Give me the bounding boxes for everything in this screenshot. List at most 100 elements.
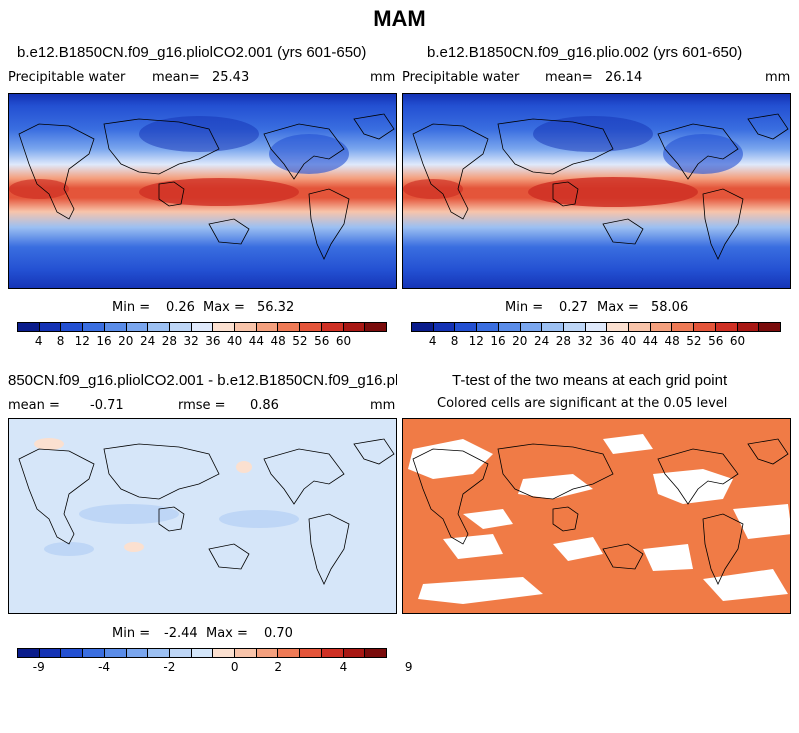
colorbar-tick-label: -2 <box>163 660 176 674</box>
colorbar-swatch <box>148 649 170 657</box>
colorbar-swatch <box>607 323 630 331</box>
colorbar-swatch <box>321 323 344 331</box>
panel2-map <box>402 93 791 289</box>
colorbar-swatch <box>191 649 214 657</box>
colorbar-tick-label: 44 <box>642 334 659 348</box>
colorbar-tick-label: 12 <box>468 334 484 348</box>
colorbar-tick-label: 36 <box>205 334 221 348</box>
colorbar-swatch <box>39 649 62 657</box>
colorbar-tick-label: -4 <box>98 660 111 674</box>
panel1-title: b.e12.B1850CN.f09_g16.pliolCO2.001 (yrs … <box>17 44 367 61</box>
colorbar-swatch <box>629 323 651 331</box>
colorbar-swatch <box>126 649 149 657</box>
colorbar-swatch <box>256 323 279 331</box>
colorbar-tick-label: 32 <box>183 334 199 348</box>
colorbar-swatch <box>737 323 760 331</box>
colorbar-tick-label: 40 <box>227 334 243 348</box>
colorbar-swatch <box>235 323 257 331</box>
colorbar-tick-label: 9 <box>404 660 413 674</box>
colorbar-swatch <box>61 323 84 331</box>
colorbar-tick-label: 60 <box>335 334 352 348</box>
colorbar-swatch <box>715 323 738 331</box>
colorbar-swatch <box>61 649 84 657</box>
panel2-min-label: Min = <box>505 300 544 315</box>
panel4-map <box>402 418 791 614</box>
panel4-subtitle: Colored cells are significant at the 0.0… <box>437 396 728 411</box>
colorbar-swatch <box>433 323 456 331</box>
colorbar-swatch <box>365 323 386 331</box>
colorbar-tick-label: 28 <box>161 334 177 348</box>
panel3-max-label: Max = <box>206 626 248 641</box>
panel1-colorbar <box>17 322 387 332</box>
panel2-mean-label: mean= <box>545 70 593 85</box>
colorbar-swatch <box>343 323 366 331</box>
colorbar-swatch <box>321 649 344 657</box>
colorbar-swatch <box>412 323 434 331</box>
colorbar-swatch <box>563 323 586 331</box>
colorbar-swatch <box>256 649 279 657</box>
panel3-map <box>8 418 397 614</box>
colorbar-swatch <box>83 649 105 657</box>
colorbar-tick-label: 56 <box>314 334 330 348</box>
panel2-max-label: Max = <box>597 300 639 315</box>
colorbar-swatch <box>300 323 322 331</box>
colorbar-swatch <box>191 323 214 331</box>
panel3-rmse-label: rmse = <box>178 398 226 413</box>
colorbar-tick-label: 2 <box>274 660 282 674</box>
colorbar-tick-label: 48 <box>664 334 680 348</box>
panel1-colorbar-ticks: 4 8 12 16 20 24 28 32 36 40 44 48 52 56 60 <box>17 334 387 348</box>
colorbar-swatch <box>18 649 40 657</box>
colorbar-tick-label: 56 <box>708 334 724 348</box>
colorbar-tick-label: 28 <box>555 334 571 348</box>
colorbar-swatch <box>498 323 521 331</box>
colorbar-tick-label: 16 <box>96 334 112 348</box>
panel1-max-label: Max = <box>203 300 245 315</box>
colorbar-tick-label: 44 <box>248 334 265 348</box>
colorbar-swatch <box>365 649 386 657</box>
panel3-title: 850CN.f09_g16.pliolCO2.001 - b.e12.B1850… <box>8 372 397 389</box>
panel1-min-label: Min = <box>112 300 151 315</box>
colorbar-swatch <box>343 649 366 657</box>
panel2-units: mm <box>765 70 791 85</box>
colorbar-swatch <box>213 649 236 657</box>
colorbar-tick-label: 24 <box>533 334 550 348</box>
panel1-units: mm <box>370 70 396 85</box>
colorbar-swatch <box>83 323 105 331</box>
colorbar-swatch <box>278 649 301 657</box>
colorbar-swatch <box>39 323 62 331</box>
main-title: MAM <box>373 6 426 31</box>
panel2-colorbar-ticks: 4 8 12 16 20 24 28 32 36 40 44 48 52 56 60 <box>411 334 781 348</box>
panel3-mean-label: mean = <box>8 398 60 413</box>
panel1-mean-label: mean= <box>152 70 200 85</box>
panel3-mean-value: -0.71 <box>90 398 124 413</box>
colorbar-swatch <box>520 323 543 331</box>
panel3-min-value: -2.44 <box>164 626 198 641</box>
colorbar-swatch <box>213 323 236 331</box>
colorbar-tick-label: 16 <box>490 334 506 348</box>
colorbar-swatch <box>169 649 192 657</box>
colorbar-swatch <box>477 323 499 331</box>
colorbar-tick-label: 20 <box>512 334 528 348</box>
panel1-max-value: 56.32 <box>257 300 295 315</box>
colorbar-tick-label: 60 <box>729 334 746 348</box>
colorbar-swatch <box>585 323 608 331</box>
colorbar-tick-label: 12 <box>74 334 90 348</box>
colorbar-tick-label: 32 <box>577 334 593 348</box>
colorbar-swatch <box>148 323 170 331</box>
panel3-rmse-value: 0.86 <box>250 398 279 413</box>
colorbar-swatch <box>18 323 40 331</box>
colorbar-swatch <box>235 649 257 657</box>
colorbar-tick-label: 52 <box>292 334 308 348</box>
colorbar-swatch <box>104 323 127 331</box>
colorbar-swatch <box>672 323 695 331</box>
colorbar-swatch <box>694 323 716 331</box>
colorbar-swatch <box>104 649 127 657</box>
colorbar-swatch <box>759 323 780 331</box>
colorbar-tick-label: 36 <box>599 334 615 348</box>
colorbar-tick-label: 0 <box>230 660 239 674</box>
colorbar-swatch <box>650 323 673 331</box>
panel2-colorbar <box>411 322 781 332</box>
panel4-title: T-test of the two means at each grid poi… <box>452 372 728 389</box>
colorbar-tick-label: 52 <box>686 334 702 348</box>
panel1-min-value: 0.26 <box>166 300 195 315</box>
